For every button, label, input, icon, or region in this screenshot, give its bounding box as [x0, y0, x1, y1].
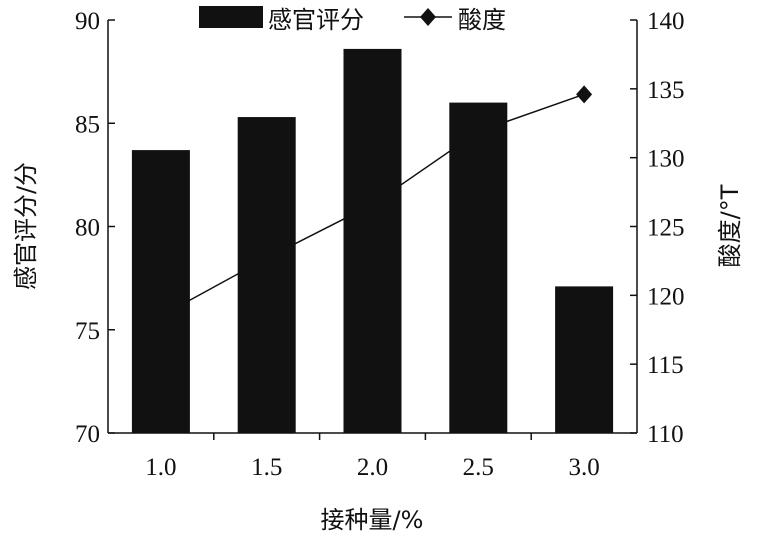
right-tick-label: 120 [647, 283, 685, 310]
line-series [152, 85, 593, 325]
line-point [470, 122, 487, 141]
x-tick-label: 3.0 [568, 454, 599, 481]
right-tick-label: 135 [647, 77, 685, 104]
right-tick-label: 115 [647, 352, 684, 379]
bar [343, 48, 402, 433]
left-axis-title: 感官评分/分 [12, 162, 40, 290]
bar [237, 117, 296, 434]
left-tick-label: 85 [75, 111, 100, 138]
left-tick-label: 70 [75, 421, 100, 448]
x-tick-label: 1.5 [251, 454, 282, 481]
right-axis-ticks: 110 115 120 125 130 135 140 [630, 8, 685, 448]
right-tick-label: 140 [647, 8, 685, 35]
bar [555, 286, 614, 433]
left-axis-ticks: 70 75 80 85 90 [75, 8, 115, 448]
line-point [364, 195, 381, 214]
legend-diamond-icon [420, 8, 436, 26]
x-tick-label: 1.0 [145, 454, 176, 481]
bar [131, 150, 190, 433]
legend-line-label: 酸度 [458, 6, 506, 34]
line-point [258, 249, 275, 268]
x-tick-label: 2.0 [357, 454, 388, 481]
left-tick-label: 90 [75, 8, 100, 35]
bar-series [131, 48, 614, 434]
x-axis-ticks: 1.0 1.5 2.0 2.5 3.0 [145, 433, 600, 481]
right-tick-label: 125 [647, 215, 685, 242]
left-tick-label: 75 [75, 318, 100, 345]
right-tick-label: 110 [647, 421, 684, 448]
right-tick-label: 130 [647, 146, 685, 173]
left-tick-label: 80 [75, 215, 100, 242]
x-axis-title: 接种量/% [321, 506, 424, 534]
legend-bar-label: 感官评分 [268, 6, 364, 34]
line-point [576, 85, 593, 104]
legend: 感官评分 酸度 [199, 6, 506, 34]
line-point [152, 306, 169, 325]
bar [449, 102, 508, 433]
right-axis-title: 酸度/°T [716, 184, 744, 267]
legend-bar-swatch [199, 6, 263, 28]
x-tick-label: 2.5 [463, 454, 494, 481]
